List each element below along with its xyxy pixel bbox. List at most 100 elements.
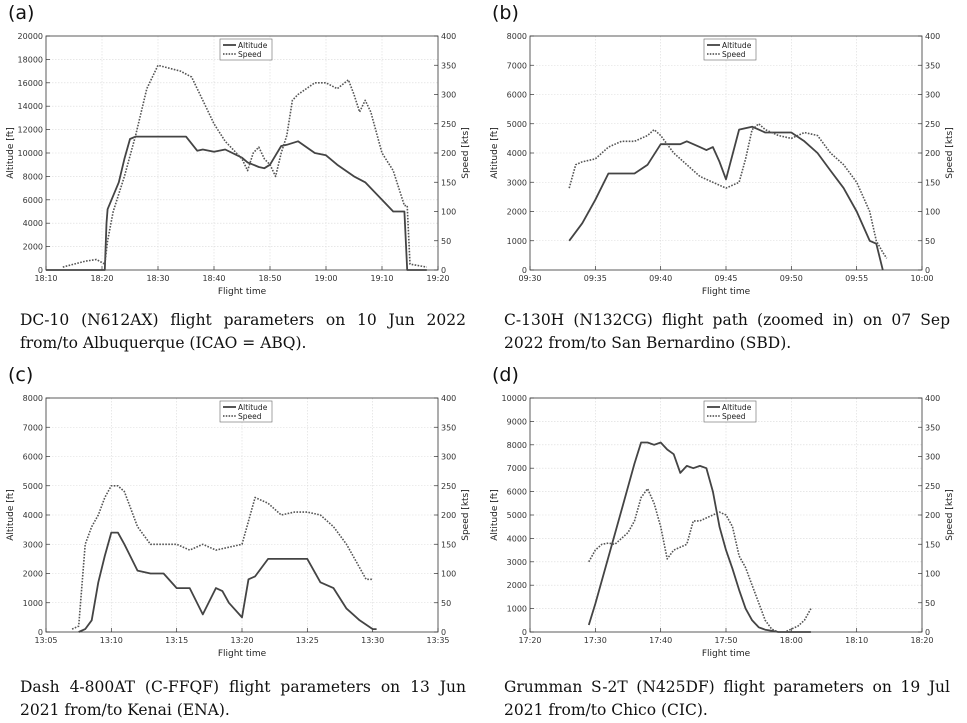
plot-frame <box>45 397 439 633</box>
legend-label: Speed <box>722 50 746 59</box>
y-tick-label: 8000 <box>23 172 43 181</box>
y2-tick-label: 200 <box>441 511 456 520</box>
y-tick-label: 10000 <box>502 394 527 403</box>
plot-frame <box>529 397 923 633</box>
panel-label: (d) <box>492 364 519 386</box>
y2-tick-label: 400 <box>925 32 940 41</box>
y2-tick-label: 400 <box>925 394 940 403</box>
y2-tick-label: 0 <box>925 266 930 275</box>
y-tick-label: 4000 <box>23 511 43 520</box>
y2-axis-label: Speed [kts] <box>945 489 955 541</box>
y2-tick-label: 150 <box>441 178 456 187</box>
y-tick-label: 3000 <box>507 178 527 187</box>
panel-label: (b) <box>492 2 519 24</box>
panel-b: (b) 09:30 09:35 09:40 09:45 09:50 09:55 10:00 0… <box>484 0 967 361</box>
speed-series-line <box>71 485 373 630</box>
x-tick-label: 13:25 <box>296 636 319 645</box>
x-tick-label: 17:40 <box>649 636 672 645</box>
panel-c: (c) 13:05 13:10 13:15 13:20 13:25 13:30 13:35 0… <box>0 362 483 723</box>
legend-label: Speed <box>238 412 262 421</box>
x-tick-label: 13:10 <box>100 636 123 645</box>
y2-tick-label: 300 <box>441 91 456 100</box>
panel-label: (a) <box>8 2 35 24</box>
x-tick-label: 09:50 <box>780 274 803 283</box>
x-axis-label: Flight time <box>218 287 267 297</box>
y2-tick-label: 350 <box>925 423 940 432</box>
y2-tick-label: 400 <box>441 394 456 403</box>
y-tick-label: 12000 <box>18 126 43 135</box>
y2-tick-label: 200 <box>925 511 940 520</box>
plot-frame <box>529 35 923 271</box>
y2-tick-label: 250 <box>925 482 940 491</box>
y-tick-label: 2000 <box>507 581 527 590</box>
y2-tick-label: 50 <box>441 237 451 246</box>
y2-tick-label: 100 <box>441 570 456 579</box>
y-tick-label: 5000 <box>507 120 527 129</box>
x-tick-label: 18:20 <box>910 636 933 645</box>
y-tick-label: 1000 <box>23 599 43 608</box>
y-axis-label: Altitude [ft] <box>6 127 16 179</box>
y2-tick-label: 200 <box>925 149 940 158</box>
y2-tick-label: 50 <box>925 237 935 246</box>
y-tick-label: 7000 <box>23 423 43 432</box>
y2-axis-label: Speed [kts] <box>461 489 471 541</box>
y-axis-label: Altitude [ft] <box>490 127 500 179</box>
y-tick-label: 6000 <box>23 453 43 462</box>
y-tick-label: 8000 <box>507 441 527 450</box>
y-tick-label: 2000 <box>23 243 43 252</box>
y2-tick-label: 300 <box>441 453 456 462</box>
legend-label: Altitude <box>722 403 752 412</box>
y-tick-label: 1000 <box>507 605 527 614</box>
x-tick-label: 13:30 <box>361 636 384 645</box>
y2-tick-label: 300 <box>925 91 940 100</box>
caption-b: C-130H (N132CG) flight path (zoomed in) … <box>504 311 950 352</box>
y-tick-label: 7000 <box>507 61 527 70</box>
x-axis-label: Flight time <box>702 287 751 297</box>
legend-label: Altitude <box>238 403 268 412</box>
panel-label: (c) <box>8 364 34 386</box>
y-tick-label: 6000 <box>507 91 527 100</box>
y2-tick-label: 100 <box>925 570 940 579</box>
y2-axis-label: Speed [kts] <box>461 127 471 179</box>
y-tick-label: 0 <box>522 628 527 637</box>
panel-a: (a) 18:10 18:20 18:30 18:40 18:50 19:00 19:10 1… <box>0 0 483 361</box>
y-tick-label: 6000 <box>23 196 43 205</box>
y-tick-label: 1000 <box>507 237 527 246</box>
x-tick-label: 18:50 <box>258 274 281 283</box>
x-tick-label: 18:10 <box>845 636 868 645</box>
y-tick-label: 0 <box>38 266 43 275</box>
y-tick-label: 2000 <box>23 570 43 579</box>
y2-tick-label: 350 <box>925 61 940 70</box>
x-axis-label: Flight time <box>218 649 267 659</box>
y-tick-label: 0 <box>522 266 527 275</box>
y2-tick-label: 300 <box>925 453 940 462</box>
y2-tick-label: 200 <box>441 149 456 158</box>
y-axis-label: Altitude [ft] <box>6 489 16 541</box>
y-tick-label: 4000 <box>507 534 527 543</box>
x-tick-label: 17:20 <box>518 636 541 645</box>
y2-tick-label: 100 <box>925 208 940 217</box>
y2-tick-label: 400 <box>441 32 456 41</box>
y2-tick-label: 150 <box>925 178 940 187</box>
y-tick-label: 10000 <box>18 149 43 158</box>
x-tick-label: 19:20 <box>426 274 449 283</box>
x-tick-label: 18:10 <box>34 274 57 283</box>
chart-c: 13:05 13:10 13:15 13:20 13:25 13:30 13:3501000… <box>6 394 471 659</box>
caption-c: Dash 4-800AT (C-FFQF) flight parameters … <box>20 678 466 719</box>
y-axis-label: Altitude [ft] <box>490 489 500 541</box>
y2-tick-label: 250 <box>441 482 456 491</box>
x-tick-label: 19:10 <box>370 274 393 283</box>
x-tick-label: 13:35 <box>426 636 449 645</box>
x-tick-label: 17:50 <box>714 636 737 645</box>
altitude-series-line <box>46 135 427 271</box>
y-tick-label: 5000 <box>23 482 43 491</box>
y2-tick-label: 0 <box>441 266 446 275</box>
x-tick-label: 18:40 <box>202 274 225 283</box>
legend-label: Speed <box>722 412 746 421</box>
speed-series-line <box>62 64 427 268</box>
x-tick-label: 09:30 <box>518 274 541 283</box>
y-tick-label: 9000 <box>507 417 527 426</box>
